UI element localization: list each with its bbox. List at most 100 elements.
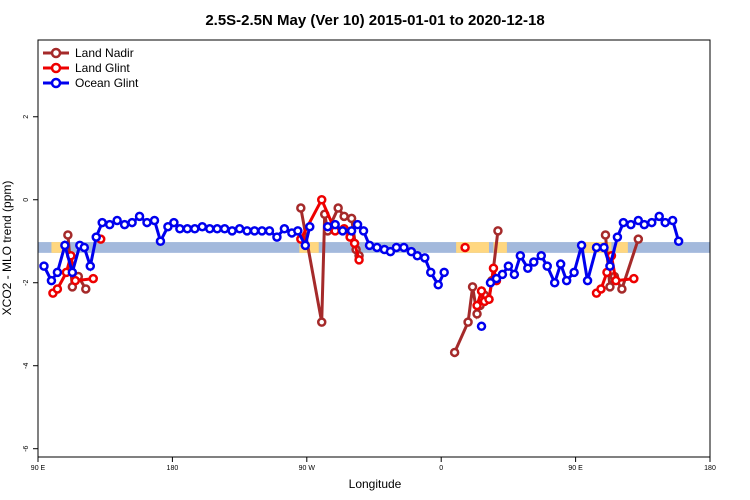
y-tick-label: -4 [23, 363, 30, 369]
data-point [633, 234, 644, 244]
data-point [322, 221, 333, 232]
data-point [488, 263, 499, 273]
data-point [354, 255, 364, 265]
data-point [316, 194, 327, 205]
data-point [618, 217, 629, 228]
data-point [612, 232, 623, 242]
data-point [234, 224, 245, 234]
data-point [364, 240, 375, 251]
data-point [412, 251, 423, 261]
data-point [163, 221, 173, 232]
data-point [433, 280, 443, 290]
legend-marker [50, 47, 62, 59]
y-axis-title: XCO2 - MLO trend (ppm) [0, 181, 14, 316]
data-point [279, 224, 290, 234]
data-point [182, 224, 193, 234]
data-point [175, 224, 185, 234]
data-point [472, 309, 482, 319]
legend-label: Land Glint [75, 61, 130, 75]
data-point [85, 261, 96, 271]
data-point [346, 226, 357, 236]
x-tick-label: 90 E [31, 465, 46, 472]
x-axis-title: Longitude [349, 477, 402, 491]
data-point [358, 226, 369, 236]
data-point [391, 242, 402, 253]
data-point [542, 261, 552, 271]
data-point [339, 211, 349, 222]
x-tick-label: 90 E [568, 465, 583, 472]
y-axis: -6 -4 -2 0 2 [23, 115, 38, 452]
data-point [149, 215, 160, 226]
data-point [112, 215, 122, 226]
data-point [491, 273, 502, 284]
chart-title: 2.5S-2.5N May (Ver 10) 2015-01-01 to 202… [205, 12, 544, 29]
data-point [190, 224, 200, 234]
data-point [591, 242, 602, 253]
data-point [88, 273, 99, 284]
x-tick-label: 180 [167, 465, 179, 472]
y-tick-label: 0 [23, 198, 30, 202]
data-point [242, 226, 252, 236]
data-point [472, 300, 482, 311]
legend-item: Land Nadir [43, 46, 134, 60]
data-point [293, 226, 303, 236]
data-point [296, 203, 306, 213]
data-point [549, 277, 560, 288]
land-band-segment [615, 242, 628, 253]
data-point [63, 230, 73, 240]
data-point [600, 230, 611, 240]
data-point [626, 219, 636, 230]
data-point [509, 269, 520, 280]
data-point [227, 226, 237, 236]
data-point [476, 286, 487, 296]
data-point [249, 226, 260, 236]
data-point [142, 217, 152, 228]
data-point [439, 267, 449, 278]
data-point [667, 215, 678, 226]
data-point [67, 267, 78, 278]
data-point [639, 219, 650, 230]
data-point [257, 226, 267, 236]
data-point [52, 267, 63, 278]
data-point [449, 347, 460, 358]
data-point [497, 269, 508, 280]
data-point [596, 284, 606, 294]
data-point [337, 226, 348, 236]
data-point [300, 240, 311, 251]
data-point [60, 240, 70, 251]
data-point [52, 284, 63, 294]
data-point [599, 242, 609, 253]
x-axis: 90 E 180 90 W 0 90 E 180 [31, 457, 716, 472]
data-point [617, 284, 627, 294]
legend-item: Ocean Glint [43, 76, 139, 90]
data-point [352, 219, 363, 230]
data-point [561, 275, 572, 286]
y-tick-label: 2 [23, 115, 30, 119]
data-point [503, 261, 514, 271]
data-point [305, 221, 315, 232]
data-point [333, 203, 343, 213]
data-point [660, 217, 670, 228]
data-point [529, 257, 539, 267]
land-band-segment [493, 242, 507, 253]
data-point [155, 236, 166, 246]
x-tick-label: 90 W [299, 465, 316, 472]
land-band-segment [51, 242, 64, 253]
data-point [119, 219, 130, 230]
legend-label: Ocean Glint [75, 76, 139, 90]
y-tick-label: -6 [23, 445, 30, 451]
data-point [654, 211, 664, 222]
data-point [46, 275, 57, 286]
data-point [425, 267, 436, 278]
data-point [476, 321, 487, 332]
land-band-segment [456, 242, 489, 253]
data-point [79, 242, 90, 253]
data-point [385, 246, 396, 257]
data-point [127, 217, 137, 228]
data-point [316, 317, 327, 327]
data-point [330, 219, 340, 230]
data-point [70, 275, 81, 286]
x-tick-label: 180 [704, 465, 716, 472]
